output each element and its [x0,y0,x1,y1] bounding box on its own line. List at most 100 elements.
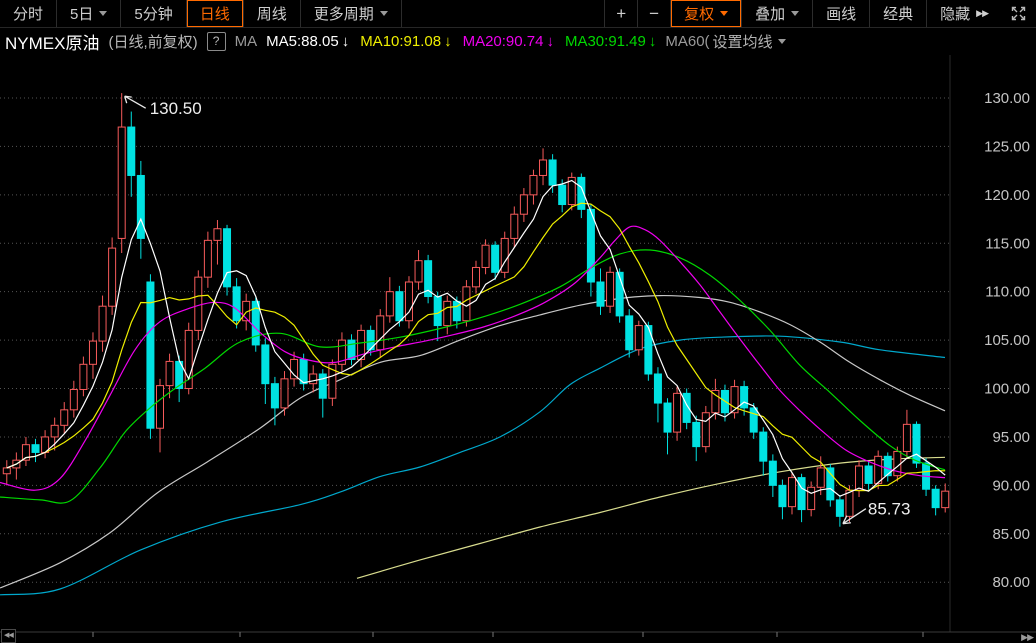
down-arrow-icon: ↓ [444,33,452,50]
candle [223,228,232,288]
candle [577,176,586,210]
candle [433,296,442,327]
y-axis-label: 130.00 [984,90,1030,107]
candle [385,291,394,317]
y-axis-label: 100.00 [984,381,1030,398]
tab-minute-chart[interactable]: 分时 [0,0,58,27]
zoom-in-button-label: + [616,3,627,23]
toolbar-actions: + − 复权 叠加 画线 经典 隐藏 ▶▶ [604,0,1001,27]
caret-down-icon [777,39,786,44]
candle [634,325,643,351]
candle [749,407,758,433]
y-axis-label: 80.00 [992,574,1030,591]
ma30-value-text: MA30:91.49 [564,33,646,50]
candle [653,373,662,404]
candle [31,444,40,453]
ma5-value-text: MA5:88.05 [266,33,339,50]
candle [902,423,911,452]
zoom-out-button[interactable]: − [637,0,670,27]
pan-right-button[interactable]: ▶▶ [1021,632,1034,642]
candle [510,213,519,239]
candle [759,431,768,462]
caret-down-icon [379,11,388,16]
adjustment-button[interactable]: 复权 [670,0,741,27]
candle [69,388,78,411]
tab-5min-chart-label: 5分钟 [134,6,173,23]
candle [213,228,222,241]
ma-settings-button[interactable]: 设置均线 [713,31,786,52]
candle [472,266,480,288]
down-arrow-icon: ↓ [341,33,350,50]
candle [261,344,270,385]
y-axis-label: 120.00 [984,187,1030,204]
overlay-button[interactable]: 叠加 [741,0,812,27]
help-button[interactable]: ? [206,32,226,51]
ma-line-ma60 [0,294,946,589]
candle [730,386,739,414]
draw-line-button[interactable]: 画线 [812,0,869,27]
candle [701,412,710,448]
hide-button[interactable]: 隐藏 ▶▶ [926,0,1001,27]
ma-line-ma5 [6,179,946,497]
double-right-icon: ▶▶ [976,8,989,18]
down-arrow-icon: ↓ [546,33,554,50]
caret-down-icon [791,11,800,16]
candle [462,286,471,322]
ma10-value: MA10:91.08 ↓ [360,33,451,50]
ma30-value: MA30:91.49 ↓ [565,33,656,50]
indicator-label: MA [234,33,258,50]
candle [88,340,97,365]
candle [328,363,337,399]
annotation-text: 130.50 [150,99,202,118]
candle [290,358,299,380]
chart-mode-label: (日线,前复权) [108,34,198,51]
candle [663,402,672,433]
candle [136,174,145,239]
tab-weekly-chart[interactable]: 周线 [244,0,301,27]
candle [280,378,289,409]
pan-left-button[interactable]: ◀◀ [1,629,16,643]
tab-minute-chart-label: 分时 [13,6,44,23]
candle [826,467,835,501]
candle [529,174,538,196]
candle [194,276,203,331]
caret-down-icon [99,11,108,16]
candle [376,315,385,351]
candlestick-chart[interactable]: 130.00 125.00 120.00 115.00 110.00 105.00 100.… [0,55,1036,643]
candle [816,467,825,488]
fullscreen-button[interactable] [1001,0,1036,27]
candle [395,291,404,322]
candle [318,373,327,399]
ma-values: MA5:88.05 ↓ MA10:91.08 ↓ MA20:90.74 ↓ MA30:91.… [266,33,656,50]
ma-settings-label: 设置均线 [712,34,773,51]
chart-area: 130.00 125.00 120.00 115.00 110.00 105.00 100.… [0,55,1036,643]
candle [337,339,346,365]
tab-5min-chart[interactable]: 5分钟 [121,0,187,27]
classic-mode-button[interactable]: 经典 [869,0,926,27]
price-annotation: 130.50 [124,95,202,118]
candle [567,176,576,206]
candle [941,490,950,509]
overlay-button-label: 叠加 [755,6,786,23]
candle [606,271,615,307]
candle [184,329,193,390]
tab-daily-chart[interactable]: 日线 [187,0,244,27]
ma-line-ma120 [0,335,946,596]
candle [644,325,653,375]
y-axis-label: 110.00 [985,284,1030,301]
candle [855,465,864,491]
candle [740,386,749,409]
tab-5day-chart[interactable]: 5日 [57,0,122,27]
zoom-in-button[interactable]: + [604,0,637,27]
candle [414,260,423,283]
candle [366,329,375,351]
candle [357,329,366,360]
zoom-out-button-label: − [649,3,660,23]
ma-line-ma10 [6,202,946,492]
candle [127,126,136,176]
tab-more-periods[interactable]: 更多周期 [301,0,402,27]
candle [625,315,634,351]
candle [404,281,413,322]
candle [117,126,126,239]
candle [232,286,241,322]
